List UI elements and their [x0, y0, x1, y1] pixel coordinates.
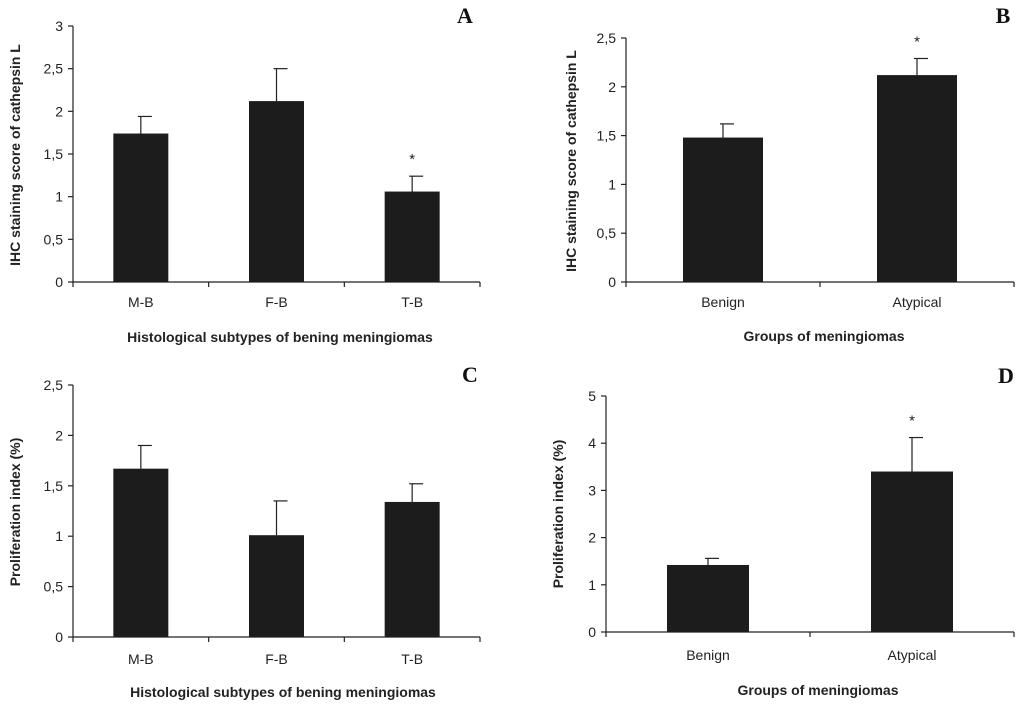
chart-0-y-tick-label: 0 [55, 274, 63, 290]
chart-1-bar [877, 75, 957, 282]
chart-3-y-tick-label: 1 [588, 577, 596, 593]
chart-2-x-axis-title: Histological subtypes of bening meningio… [130, 684, 436, 700]
chart-2-y-tick-label: 0,5 [44, 579, 64, 595]
chart-2-bar [384, 501, 440, 637]
chart-2-x-tick-label: F-B [265, 651, 288, 667]
chart-1-y-tick-label: 0 [608, 274, 616, 290]
chart-3-bar [871, 471, 953, 632]
chart-0-y-axis-title: IHC staining score of cathepsin L [7, 44, 23, 266]
chart-0-bar [384, 191, 440, 282]
chart-1-y-axis-title: IHC staining score of cathepsin L [563, 50, 579, 272]
chart-0-x-axis-title: Histological subtypes of bening meningio… [127, 329, 433, 345]
chart-3-y-tick-label: 0 [588, 624, 596, 640]
chart-2-bar [249, 535, 304, 637]
chart-0-bar [113, 133, 169, 282]
chart-3-x-axis-title: Groups of meningiomas [737, 682, 898, 698]
chart-0-y-tick-label: 2,5 [44, 61, 64, 77]
chart-2-y-tick-label: 1 [55, 528, 63, 544]
chart-0-x-tick-label: T-B [401, 294, 423, 310]
chart-0-y-tick-label: 2 [55, 103, 63, 119]
chart-3-y-tick-label: 4 [588, 435, 596, 451]
chart-0-y-tick-label: 1,5 [44, 146, 64, 162]
chart-3-y-tick-label: 5 [588, 388, 596, 404]
chart-2-x-tick-label: M-B [128, 651, 154, 667]
chart-3-significance-marker: * [909, 413, 915, 430]
chart-0-x-tick-label: F-B [265, 294, 288, 310]
chart-1-y-tick-label: 2 [608, 79, 616, 95]
chart-2-x-tick-label: T-B [401, 651, 423, 667]
chart-0-bar [249, 101, 304, 283]
chart-0-y-tick-label: 3 [55, 18, 63, 34]
chart-3-x-tick-label: Atypical [887, 647, 936, 663]
chart-3-y-axis-title: Proliferation index (%) [550, 440, 566, 589]
chart-2-panel-letter: C [462, 362, 478, 387]
chart-1-y-tick-label: 0,5 [597, 225, 617, 241]
chart-1-y-tick-label: 2,5 [597, 30, 617, 46]
chart-0-panel-letter: A [457, 3, 473, 28]
chart-3-y-tick-label: 2 [588, 530, 596, 546]
chart-3-x-tick-label: Benign [686, 647, 730, 663]
chart-1-significance-marker: * [914, 33, 920, 50]
chart-0-x-tick-label: M-B [128, 294, 154, 310]
chart-1-panel-letter: B [996, 3, 1011, 28]
chart-2-y-tick-label: 0 [55, 629, 63, 645]
chart-0-y-tick-label: 1 [55, 189, 63, 205]
chart-3-panel-letter: D [998, 363, 1014, 388]
chart-1-bar [683, 137, 763, 282]
chart-2-y-tick-label: 2 [55, 427, 63, 443]
chart-1-x-tick-label: Benign [701, 294, 745, 310]
chart-2-y-tick-label: 1,5 [44, 478, 64, 494]
chart-1-x-tick-label: Atypical [892, 294, 941, 310]
chart-3-y-tick-label: 3 [588, 482, 596, 498]
chart-2-y-tick-label: 2,5 [44, 377, 64, 393]
chart-1-x-axis-title: Groups of meningiomas [743, 328, 904, 344]
chart-0-significance-marker: * [409, 151, 415, 168]
chart-0-y-tick-label: 0,5 [44, 231, 64, 247]
chart-2-y-axis-title: Proliferation index (%) [7, 438, 23, 587]
chart-2-bar [113, 468, 169, 637]
chart-1-y-tick-label: 1 [608, 176, 616, 192]
chart-1-y-tick-label: 1,5 [597, 128, 617, 144]
chart-3-bar [667, 564, 749, 632]
